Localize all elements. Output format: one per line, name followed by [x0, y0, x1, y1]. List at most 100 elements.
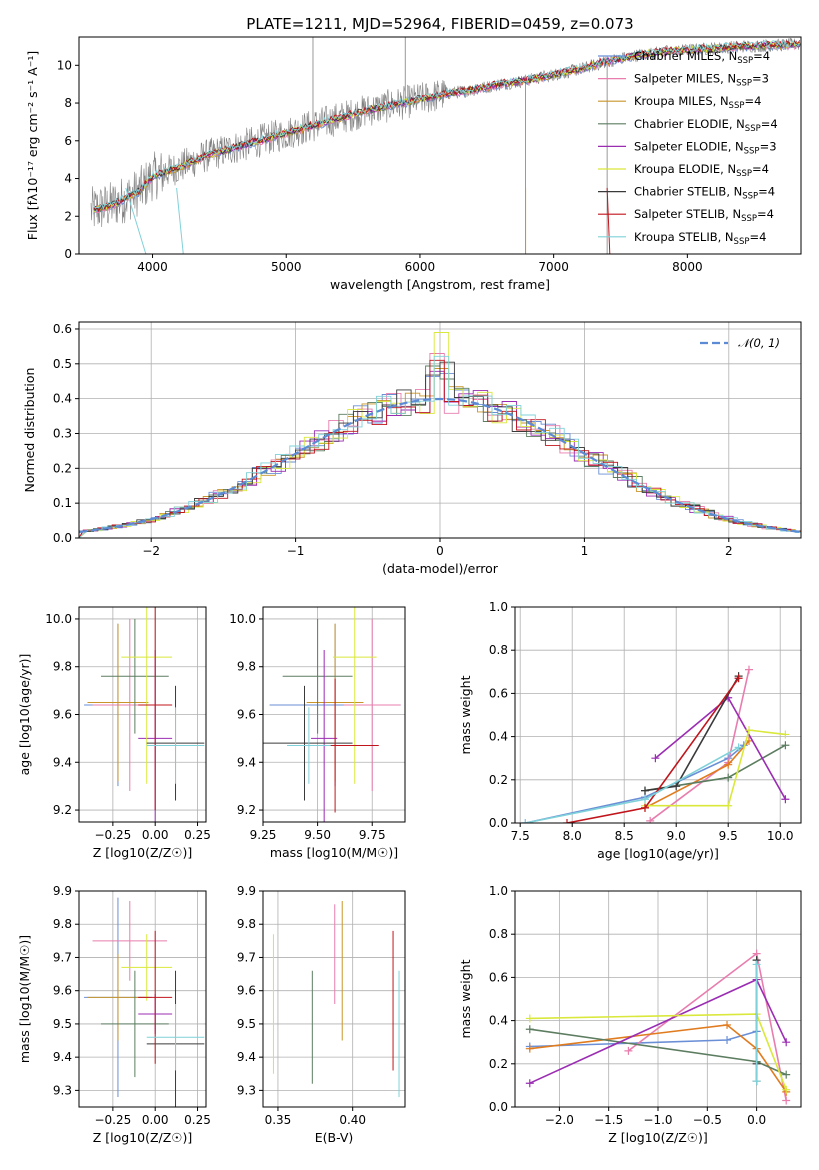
legend-text: Salpeter MILES, N [634, 72, 736, 86]
y-tick-label: 9.6 [237, 708, 256, 722]
x-tick-label: 5000 [271, 260, 302, 274]
x-tick-label: 0.00 [142, 828, 169, 842]
weight-line-salpeter-stelib [566, 677, 740, 823]
y-tick-label: 8 [64, 96, 72, 110]
plot-frame [78, 36, 802, 255]
weight-marker-chabrier-stelib [641, 786, 649, 795]
plot-area [90, 37, 801, 254]
y-tick-label: 0.0 [489, 1100, 508, 1114]
histogram-salpeter-miles [79, 353, 801, 538]
y-tick-label: 10 [57, 58, 72, 72]
weight-marker-salpeter-stelib [641, 803, 649, 812]
y-tick-label: 0.3 [53, 426, 72, 440]
x-tick-label: −1.0 [643, 1113, 672, 1127]
x-tick-label: 4000 [137, 260, 168, 274]
weight-marker-salpeter-elodie [651, 754, 660, 763]
figure-title: PLATE=1211, MJD=52964, FIBERID=0459, z=0… [246, 15, 633, 33]
model-dropout [176, 187, 184, 254]
y-tick-label: 0.2 [489, 773, 508, 787]
y-tick-label: 6 [64, 134, 72, 148]
weight-line-kroupa-elodie [645, 729, 786, 807]
legend-text: Chabrier ELODIE, N [634, 117, 745, 131]
x-tick-label: 9.75 [359, 828, 386, 842]
weight-marker-salpeter-miles [646, 816, 655, 823]
plot-frame [262, 890, 406, 1108]
y-tick-label: 0.8 [489, 643, 508, 657]
plot-area [84, 607, 205, 822]
weight-line-kroupa-miles [529, 1024, 787, 1093]
legend-subscript: SSP [744, 146, 760, 156]
weight-marker-chabrier-stelib [672, 782, 681, 791]
x-tick-label: 2 [725, 544, 733, 558]
x-tick-label: 9.50 [304, 828, 331, 842]
weight-marker-salpeter-miles [745, 665, 753, 674]
y-tick-label: 9.3 [237, 1083, 256, 1097]
weight-marker-kroupa-stelib [641, 795, 649, 804]
legend-text-end: =4 [752, 162, 769, 176]
x-tick-label: 0.35 [265, 1113, 292, 1127]
plot-area [521, 665, 790, 823]
x-axis-label: wavelength [Angstrom, rest frame] [330, 277, 550, 292]
x-axis-label: Z [log10(Z/Z☉)] [93, 845, 193, 860]
plot-area [525, 949, 791, 1105]
legend-text: Kroupa ELODIE, N [634, 162, 736, 176]
y-tick-label: 0.0 [53, 531, 72, 545]
legend-text-end: =4 [753, 49, 770, 63]
y-tick-label: 9.2 [53, 803, 72, 817]
legend-entry: Salpeter ELODIE, NSSP=3 [634, 139, 777, 156]
weight-marker-kroupa-stelib [734, 743, 743, 752]
mass-vs-extinction-panel: 0.35 0.40 9.3 9.4 9.5 9.6 9.7 9.8 9.9 E(B-V) [237, 884, 406, 1145]
y-tick-label: 0.2 [53, 461, 72, 475]
weight-marker-salpeter-stelib [734, 674, 743, 683]
y-tick-label: 0.6 [53, 322, 72, 336]
weight-marker-kroupa-miles [724, 760, 733, 769]
y-tick-label: 0.6 [489, 970, 508, 984]
x-tick-label: 1 [581, 544, 589, 558]
histogram-kroupa-elodie [79, 332, 801, 538]
weight-line-kroupa-stelib [525, 746, 739, 823]
legend-text-end: =4 [744, 94, 761, 108]
x-tick-label: −0.5 [693, 1113, 722, 1127]
legend-entry: Kroupa STELIB, NSSP=4 [634, 230, 766, 247]
x-tick-label: −0.25 [94, 1113, 131, 1127]
weight-marker-kroupa-stelib [521, 819, 530, 823]
legend-subscript: SSP [734, 237, 750, 247]
weight-marker-kroupa-elodie [745, 726, 753, 735]
y-tick-label: 10.0 [45, 612, 72, 626]
mass-vs-metallicity-panel: −0.25 0.00 0.25 9.3 9.4 9.5 9.6 9.7 9.8 9.9 Z [log… [17, 884, 211, 1145]
y-tick-label: 1.0 [489, 884, 508, 898]
model-dropout [125, 187, 147, 254]
x-axis-label: age [log10(age/yr)] [597, 846, 719, 861]
plot-frame [514, 606, 802, 824]
mass-weight-vs-age-panel: 7.5 8.0 8.5 9.0 9.5 10.0 0.0 0.2 0.4 0.6 0.8 1.0 age… [458, 600, 802, 861]
residuals-panel: 𝒩(0, 1) −2 −1 0 1 2 0.0 0.1 0.2 0.3 0.4 0.5 0.6 (data… [22, 321, 802, 576]
y-tick-label: 1.0 [489, 600, 508, 614]
x-axis-label: Z [log10(Z/Z☉)] [93, 1130, 193, 1145]
y-tick-label: 9.9 [53, 884, 72, 898]
weight-marker-salpeter-elodie [782, 1038, 791, 1047]
weight-marker-salpeter-stelib [563, 819, 571, 823]
y-tick-label: 9.4 [237, 755, 256, 769]
legend-text: Chabrier STELIB, N [634, 185, 742, 199]
x-tick-label: 0 [436, 544, 444, 558]
y-tick-label: 9.6 [53, 708, 72, 722]
y-axis-label: Flux [fλ10⁻¹⁷ erg cm⁻² s⁻¹ A⁻¹] [25, 51, 40, 240]
legend-subscript: SSP [736, 79, 752, 89]
y-tick-label: 9.4 [237, 1050, 256, 1064]
x-tick-label: −1 [287, 544, 305, 558]
x-tick-label: 9.25 [250, 828, 277, 842]
model-dropout [606, 187, 611, 254]
x-axis-label: mass [log10(M/M☉)] [270, 845, 398, 860]
legend-subscript: SSP [729, 101, 745, 111]
histogram-kroupa-stelib [79, 355, 801, 538]
weight-marker-chabrier-elodie [724, 773, 733, 782]
x-tick-label: 7000 [538, 260, 569, 274]
y-axis-label: mass weight [458, 675, 473, 754]
x-tick-label: −2.0 [545, 1113, 574, 1127]
model-line-kroupa-stelib [93, 39, 801, 211]
y-tick-label: 9.3 [53, 1083, 72, 1097]
x-tick-label: 9.0 [667, 829, 686, 843]
x-tick-label: −2 [142, 544, 160, 558]
y-tick-label: 9.8 [237, 917, 256, 931]
x-tick-label: 0.00 [142, 1113, 169, 1127]
